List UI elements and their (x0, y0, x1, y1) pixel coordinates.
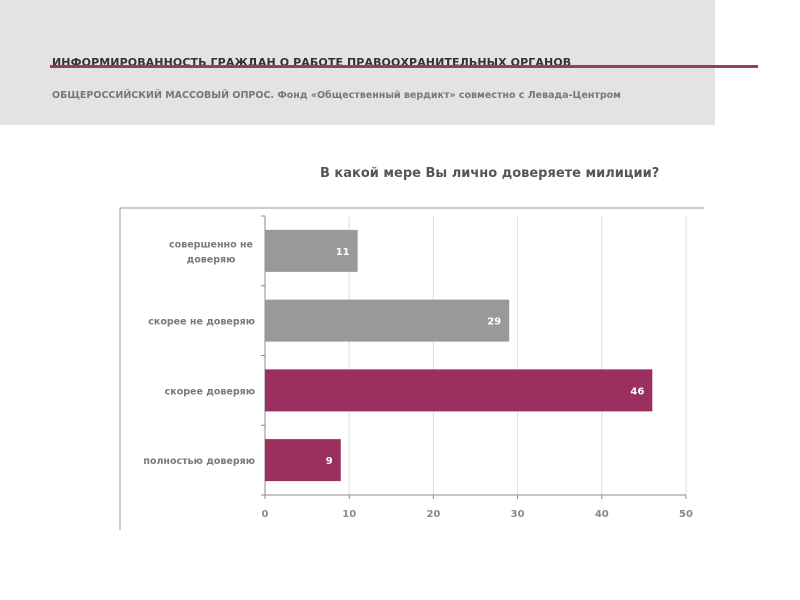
bar (265, 229, 358, 272)
bar (265, 299, 510, 342)
category-label-line: скорее доверяю (165, 386, 255, 397)
header-accent-line (50, 65, 758, 68)
category-label-line: скорее не доверяю (148, 317, 255, 328)
bar (265, 369, 653, 412)
category-label-line: совершенно не (169, 239, 253, 250)
chart-title: В какой мере Вы лично доверяете милиции? (320, 166, 660, 181)
x-tick-label: 40 (595, 509, 609, 520)
x-tick-label: 0 (262, 509, 269, 520)
x-tick-label: 50 (679, 509, 693, 520)
x-tick-labels: 0 10 20 30 40 50 (262, 509, 693, 520)
data-label: 9 (326, 456, 333, 467)
header-band (0, 0, 715, 125)
data-label: 46 (630, 386, 644, 397)
category-label-line: доверяю (187, 254, 236, 265)
category-label: скорее доверяю (165, 386, 255, 397)
x-tick-label: 10 (342, 509, 356, 520)
category-label: совершенно не доверяю (169, 239, 253, 265)
x-tick-label: 30 (511, 509, 525, 520)
category-labels: совершенно не доверяю скорее не доверяю ско… (143, 239, 255, 467)
category-label-line: полностью доверяю (143, 456, 255, 467)
category-label: полностью доверяю (143, 456, 255, 467)
x-tick-label: 20 (426, 509, 440, 520)
data-label: 29 (487, 317, 501, 328)
chart-gridlines (348, 216, 687, 495)
chart-bars: 11 29 46 9 (265, 229, 653, 482)
data-label: 11 (336, 247, 350, 258)
page-subtitle: ОБЩЕРОССИЙСКИЙ МАССОВЫЙ ОПРОС. Фонд «Общ… (52, 90, 621, 101)
bar (265, 439, 341, 482)
category-label: скорее не доверяю (148, 317, 255, 328)
